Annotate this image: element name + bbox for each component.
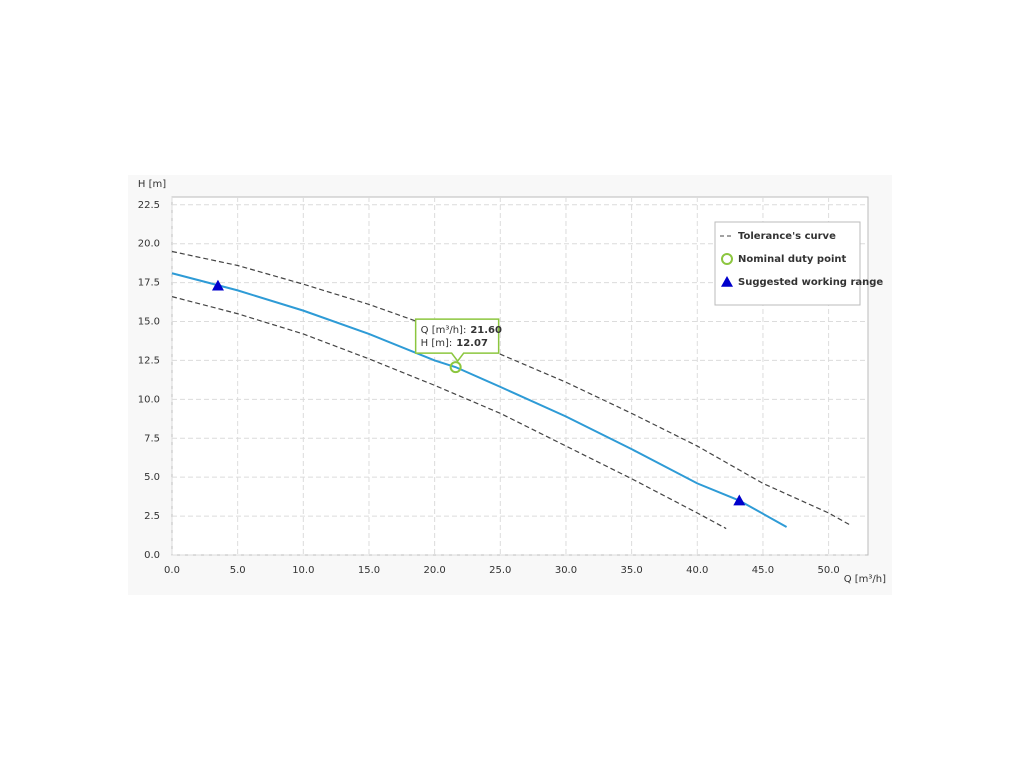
y-tick-label: 15.0: [138, 317, 160, 328]
y-tick-label: 17.5: [138, 278, 160, 289]
y-tick-label: 7.5: [144, 433, 160, 444]
y-tick-label: 0.0: [144, 550, 160, 561]
legend-label: Suggested working range: [738, 277, 883, 288]
x-tick-label: 25.0: [489, 565, 511, 576]
tooltip-label: H [m]:: [421, 338, 453, 349]
legend-box: [714, 221, 861, 306]
x-tick-label: 45.0: [752, 565, 774, 576]
tooltip-line: H [m]: 12.07: [421, 338, 488, 349]
legend-symbol: [721, 253, 733, 265]
legend-label: Tolerance's curve: [738, 231, 836, 242]
y-tick-label: 2.5: [144, 511, 160, 522]
tooltip-value: 21.60: [470, 325, 502, 336]
x-tick-label: 10.0: [292, 565, 314, 576]
x-tick-label: 40.0: [686, 565, 708, 576]
tooltip-value: 12.07: [456, 338, 488, 349]
y-tick-label: 10.0: [138, 394, 160, 405]
y-tick-label: 20.0: [138, 239, 160, 250]
y-tick-label: 5.0: [144, 472, 160, 483]
x-tick-label: 30.0: [555, 565, 577, 576]
x-tick-label: 20.0: [424, 565, 446, 576]
x-tick-label: 35.0: [620, 565, 642, 576]
tooltip-label: Q [m³/h]:: [421, 325, 467, 336]
x-tick-label: 50.0: [817, 565, 839, 576]
working-range-marker: [733, 494, 746, 506]
x-tick-label: 15.0: [358, 565, 380, 576]
x-tick-label: 0.0: [164, 565, 180, 576]
tooltip-box: [414, 318, 500, 363]
working-range-marker: [211, 279, 224, 291]
x-axis-label: Q [m³/h]: [844, 574, 886, 585]
legend-symbol: [721, 276, 733, 287]
legend-label: Nominal duty point: [738, 254, 846, 265]
tolerance-curve: [171, 250, 852, 530]
y-tick-label: 22.5: [138, 200, 160, 211]
x-tick-label: 5.0: [230, 565, 246, 576]
pump-curve: [171, 272, 788, 528]
duty-point: [449, 361, 462, 374]
y-axis-label: H [m]: [138, 179, 166, 190]
tooltip-line: Q [m³/h]: 21.60: [421, 325, 502, 336]
y-tick-label: 12.5: [138, 355, 160, 366]
